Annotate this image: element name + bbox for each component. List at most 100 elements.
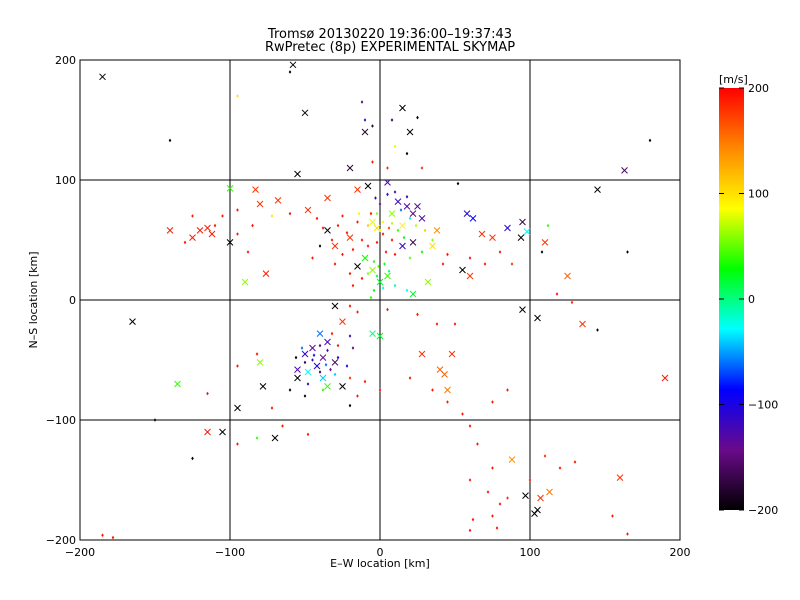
scatter-point-dot <box>321 226 325 230</box>
scatter-point-cross <box>316 330 324 337</box>
scatter-point-dot <box>491 400 494 404</box>
scatter-point-cross <box>339 383 346 390</box>
scatter-point-cross <box>301 109 309 117</box>
scatter-point-cross <box>324 383 331 390</box>
scatter-point-cross <box>489 234 496 241</box>
colorbar-tick-label: 100 <box>748 188 769 201</box>
scatter-point-cross <box>466 272 474 280</box>
scatter-point-dot <box>363 118 367 122</box>
scatter-point-dot <box>528 478 532 482</box>
scatter-point-cross <box>384 272 391 280</box>
scatter-point-cross <box>384 179 391 186</box>
scatter-point-cross <box>616 474 624 481</box>
scatter-point-dot <box>236 232 239 236</box>
scatter-point-dot <box>168 138 172 143</box>
scatter-point-dot <box>476 442 479 446</box>
scatter-point-cross <box>418 215 426 222</box>
scatter-point-cross <box>369 330 376 337</box>
scatter-point-dot <box>326 348 329 353</box>
scatter-point-dot <box>356 394 359 398</box>
scatter-point-cross <box>262 270 270 277</box>
scatter-point-dot <box>348 271 352 276</box>
scatter-point-dot <box>206 391 209 396</box>
scatter-point-dot <box>318 370 322 374</box>
scatter-point-cross <box>99 73 106 81</box>
scatter-point-dot <box>396 228 400 233</box>
scatter-point-cross <box>304 368 312 376</box>
scatter-point-dot <box>468 528 472 533</box>
x-tick-label: 0 <box>377 546 384 559</box>
scatter-point-dot <box>393 283 397 288</box>
scatter-point-dot <box>311 358 314 362</box>
scatter-point-cross <box>361 128 369 136</box>
scatter-point-dot <box>390 238 394 242</box>
scatter-point-cross <box>541 239 549 246</box>
scatter-point-dot <box>405 195 409 199</box>
scatter-point-dot <box>236 364 239 368</box>
scatter-point-dot <box>386 307 389 312</box>
scatter-point-cross <box>313 362 321 370</box>
scatter-point-dot <box>626 250 629 254</box>
scatter-point-dot <box>506 496 509 500</box>
scatter-point-dot <box>374 196 377 200</box>
scatter-point-cross <box>364 182 372 190</box>
scatter-point-dot <box>348 376 352 380</box>
scatter-point-dot <box>431 238 434 242</box>
scatter-point-dot <box>351 283 355 288</box>
scatter-point-dot <box>221 214 224 218</box>
scatter-point-dot <box>386 192 389 197</box>
scatter-point-dot <box>101 533 104 537</box>
scatter-point-cross <box>369 266 376 274</box>
scatter-point-cross <box>354 263 361 270</box>
scatter-point-cross <box>448 350 456 358</box>
scatter-point-dot <box>416 312 419 317</box>
y-tick-label: −200 <box>46 534 76 547</box>
scatter-point-dot <box>378 202 382 206</box>
scatter-point-cross <box>189 234 196 241</box>
scatter-point-cross <box>196 227 204 234</box>
scatter-point-cross <box>661 374 669 382</box>
scatter-point-dot <box>375 274 379 278</box>
scatter-point-dot <box>390 118 394 122</box>
y-tick-label: −100 <box>46 414 76 427</box>
scatter-point-dot <box>341 214 344 218</box>
x-axis-ticks: −200 −100 0 100 200 <box>65 60 691 559</box>
y-tick-label: 100 <box>55 174 76 187</box>
colorbar-tick-label: −200 <box>748 504 778 517</box>
scatter-point-dot <box>378 388 382 392</box>
scatter-point-dot <box>495 526 499 530</box>
scatter-point-cross <box>166 227 174 234</box>
scatter-point-dot <box>288 211 292 216</box>
scatter-point-cross <box>241 278 249 286</box>
scatter-point-dot <box>348 334 352 338</box>
scatter-point-dot <box>483 262 487 266</box>
scatter-point-cross <box>309 344 316 352</box>
scatter-point-dot <box>377 264 380 269</box>
y-tick-label: 0 <box>69 294 76 307</box>
scatter-point-dot <box>498 250 502 254</box>
scatter-point-cross <box>259 383 267 390</box>
scatter-point-dot <box>543 454 547 458</box>
scatter-point-cross <box>523 228 531 235</box>
scatter-point-dot <box>408 376 412 380</box>
scatter-point-dot <box>191 456 194 461</box>
scatter-point-dot <box>648 138 652 143</box>
scatter-point-cross <box>339 318 346 325</box>
scatter-point-dot <box>336 223 340 228</box>
scatter-point-dot <box>270 214 274 218</box>
scatter-point-cross <box>361 254 369 262</box>
scatter-point-dot <box>431 388 434 392</box>
scatter-point-cross <box>546 488 553 496</box>
scatter-point-dot <box>555 292 559 296</box>
scatter-point-dot <box>510 262 514 266</box>
scatter-point-dot <box>315 216 319 221</box>
scatter-point-dot <box>378 228 382 233</box>
scatter-point-cross <box>594 186 601 193</box>
scatter-point-cross <box>508 456 516 463</box>
scatter-point-dot <box>375 211 379 216</box>
scatter-point-cross <box>376 332 384 340</box>
scatter-point-dot <box>369 295 373 300</box>
scatter-point-dot <box>371 160 374 164</box>
scatter-point-cross <box>324 338 331 346</box>
scatter-point-dot <box>366 244 370 248</box>
